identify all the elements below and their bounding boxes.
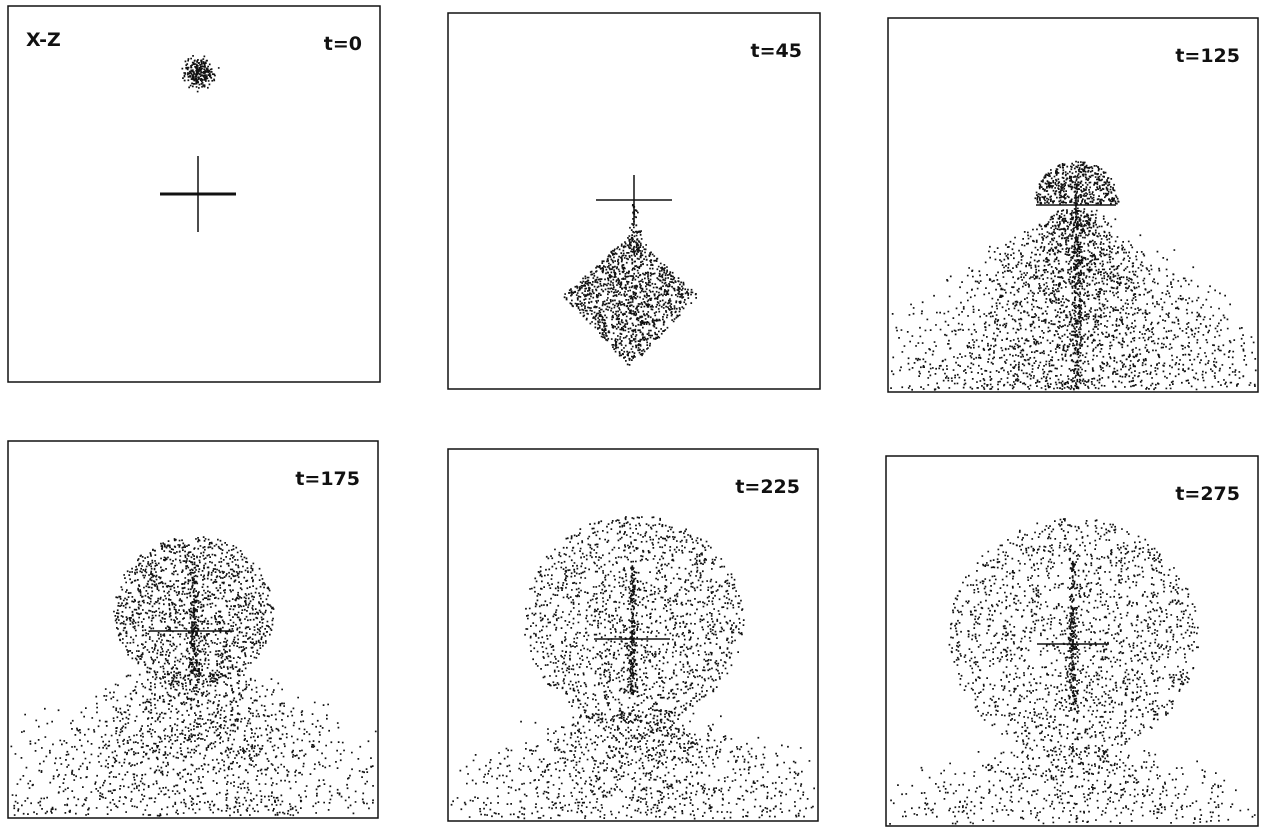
panel: t=225 <box>447 448 819 822</box>
panel-label: t=0 <box>324 33 362 55</box>
panel-label: t=275 <box>1175 483 1240 505</box>
particles <box>450 516 815 820</box>
panel: t=0 X-Z <box>7 5 381 383</box>
panel-label: t=175 <box>295 468 360 490</box>
panel-frame <box>447 448 819 822</box>
particles <box>889 518 1256 825</box>
panel: t=45 <box>447 12 821 390</box>
panel-label: t=225 <box>735 476 800 498</box>
particles <box>181 55 220 93</box>
axes-label: X-Z <box>26 29 61 51</box>
particles <box>563 204 697 366</box>
panel-label: t=45 <box>751 40 802 62</box>
panel: t=125 <box>887 17 1259 393</box>
panel-frame <box>7 440 379 819</box>
panel: t=175 <box>7 440 379 819</box>
panel-frame <box>887 17 1259 393</box>
panel-frame <box>447 12 821 390</box>
panel: t=275 <box>885 455 1259 827</box>
panel-frame <box>885 455 1259 827</box>
panel-frame <box>7 5 381 383</box>
particles <box>10 536 377 817</box>
panel-label: t=125 <box>1175 45 1240 67</box>
